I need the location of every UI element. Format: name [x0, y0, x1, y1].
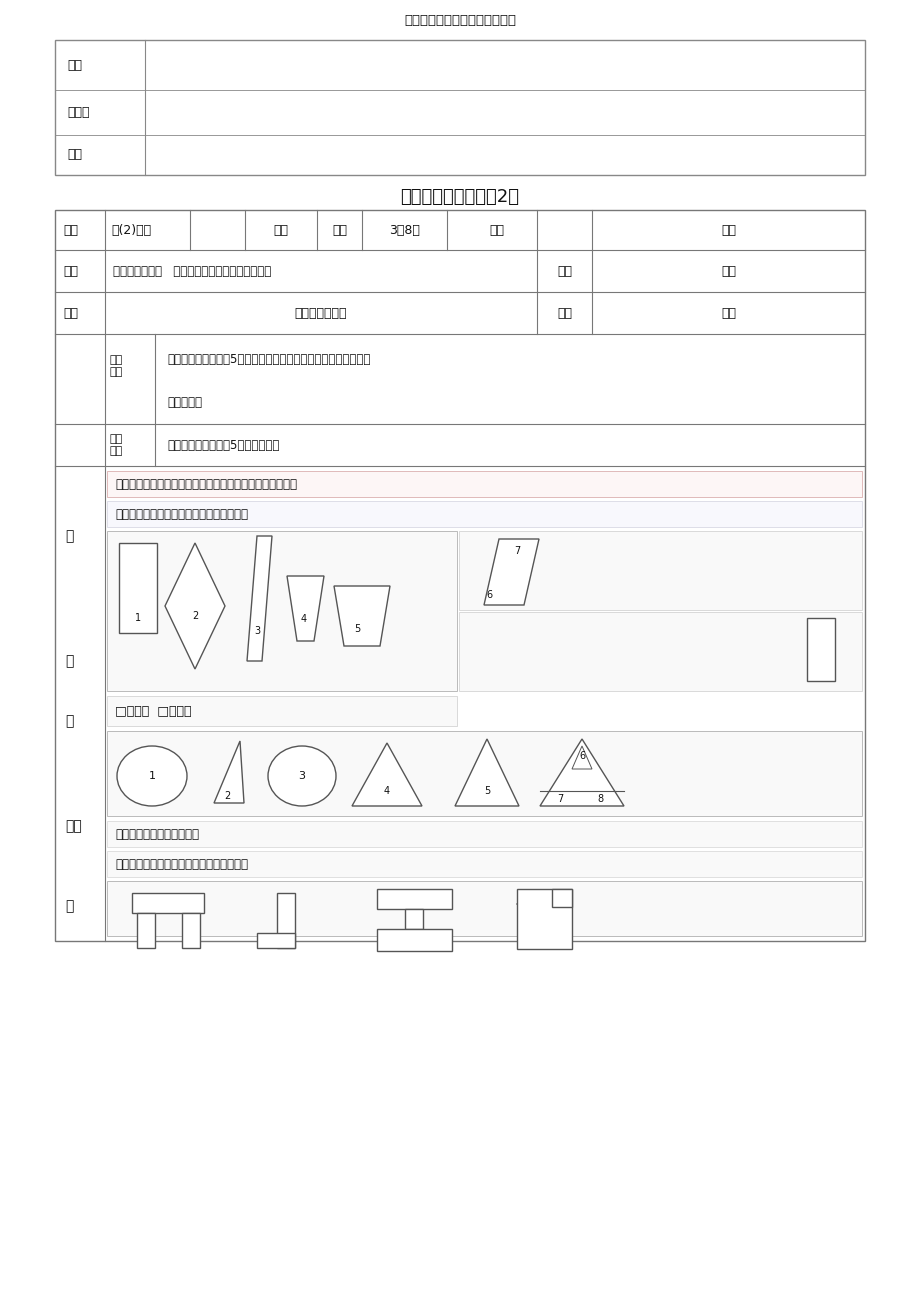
Bar [107, 821, 861, 847]
Bar [107, 696, 457, 726]
Bar [806, 618, 834, 681]
Text: （）是三角形，（）是圆。: （）是三角形，（）是圆。 [115, 827, 199, 840]
Text: 2: 2 [192, 611, 198, 622]
Text: 3: 3 [254, 625, 260, 636]
Text: 4: 4 [383, 786, 390, 796]
Text: 姓名: 姓名 [62, 265, 78, 278]
Polygon shape [539, 739, 623, 807]
Text: 1: 1 [135, 612, 141, 623]
Ellipse shape [117, 747, 187, 807]
Text: 教室: 教室 [720, 224, 735, 237]
Bar [107, 500, 861, 526]
Ellipse shape [267, 747, 335, 807]
Text: 6: 6 [578, 751, 584, 761]
Text: 练: 练 [65, 714, 74, 728]
Text: 6: 6 [485, 590, 492, 599]
Polygon shape [246, 536, 272, 661]
Bar [377, 929, 451, 951]
Bar [459, 532, 861, 610]
Bar [55, 210, 864, 941]
Text: 认识图形（二）: 认识图形（二） [294, 306, 346, 319]
Bar [256, 933, 295, 949]
Text: 3: 3 [298, 771, 305, 780]
Polygon shape [165, 543, 225, 668]
Text: 数学: 数学 [273, 224, 289, 237]
Bar [551, 889, 572, 907]
Polygon shape [455, 739, 518, 807]
Polygon shape [214, 741, 244, 803]
Text: 二、把长方形涂上红色，正方形涂上绿色。: 二、把长方形涂上红色，正方形涂上绿色。 [115, 857, 248, 870]
Text: 训练
重点: 训练 重点 [110, 434, 123, 456]
Text: 5: 5 [354, 624, 359, 635]
Text: 能娴熟、正确地域分5种平面图形，培养学生的察看能力和优秀的: 能娴熟、正确地域分5种平面图形，培养学生的察看能力和优秀的 [167, 353, 370, 366]
Text: 及优秀: 及优秀 [67, 106, 89, 119]
Bar [107, 532, 457, 691]
Text: 一(2)学科: 一(2)学科 [111, 224, 151, 237]
Text: 空间观点。: 空间观点。 [167, 396, 202, 409]
Text: 8: 8 [596, 794, 603, 804]
Text: 时间: 时间 [332, 224, 346, 237]
Polygon shape [352, 743, 422, 807]
Polygon shape [287, 576, 323, 641]
Text: 能娴熟、正确地域分5种平面图形。: 能娴熟、正确地域分5种平面图形。 [167, 439, 279, 452]
Text: 潜能生：王彬彬   袁得镜袁观桥王梦袁盈盈吴旭东: 潜能生：王彬彬 袁得镜袁观桥王梦袁盈盈吴旭东 [113, 265, 271, 278]
Text: 1: 1 [148, 771, 155, 780]
Text: 案过: 案过 [65, 820, 82, 833]
Bar [119, 543, 157, 633]
Bar [182, 913, 199, 949]
Text: 一年级下数学培优补差工作记载: 一年级下数学培优补差工作记载 [403, 14, 516, 27]
Text: 一、先认识各样立体图形，说说分别能画出什么平面图形。: 一、先认识各样立体图形，说说分别能画出什么平面图形。 [115, 477, 297, 490]
Bar [131, 893, 204, 913]
Text: 培优补差工作记录（2）: 培优补差工作记录（2） [400, 188, 519, 206]
Text: 类别: 类别 [556, 265, 572, 278]
Bar [107, 881, 861, 936]
Text: 班级: 班级 [62, 224, 78, 237]
Text: 7: 7 [514, 546, 519, 556]
Bar [277, 893, 295, 949]
Text: 集中: 集中 [720, 306, 735, 319]
Text: 4: 4 [301, 614, 307, 624]
Text: 2: 2 [223, 791, 230, 801]
Text: 反省: 反省 [67, 147, 82, 160]
Text: 程: 程 [65, 899, 74, 913]
Bar [137, 913, 154, 949]
Bar [459, 612, 861, 691]
Polygon shape [334, 586, 390, 646]
Text: 形式: 形式 [556, 306, 572, 319]
Text: 7: 7 [556, 794, 562, 804]
Text: 内容: 内容 [62, 306, 78, 319]
Text: 训: 训 [65, 654, 74, 668]
Bar [107, 731, 861, 816]
Polygon shape [483, 539, 539, 605]
Polygon shape [572, 747, 591, 769]
Bar [377, 889, 451, 909]
Text: 5: 5 [483, 786, 490, 796]
Text: □有（）  □有（）: □有（） □有（） [115, 705, 191, 718]
Text: 效果: 效果 [67, 59, 82, 72]
Text: 然后学生先独立达成习题，最后沟通结果。: 然后学生先独立达成习题，最后沟通结果。 [115, 507, 248, 520]
Text: 3月8日: 3月8日 [389, 224, 419, 237]
Bar [107, 470, 861, 496]
Bar [107, 851, 861, 877]
Text: 地址: 地址 [489, 224, 504, 237]
Text: 补差: 补差 [720, 265, 735, 278]
Bar [516, 889, 572, 949]
Text: 训练
目标: 训练 目标 [110, 356, 123, 377]
Text: 教: 教 [65, 529, 74, 543]
Bar [404, 909, 423, 929]
Bar [55, 40, 864, 175]
